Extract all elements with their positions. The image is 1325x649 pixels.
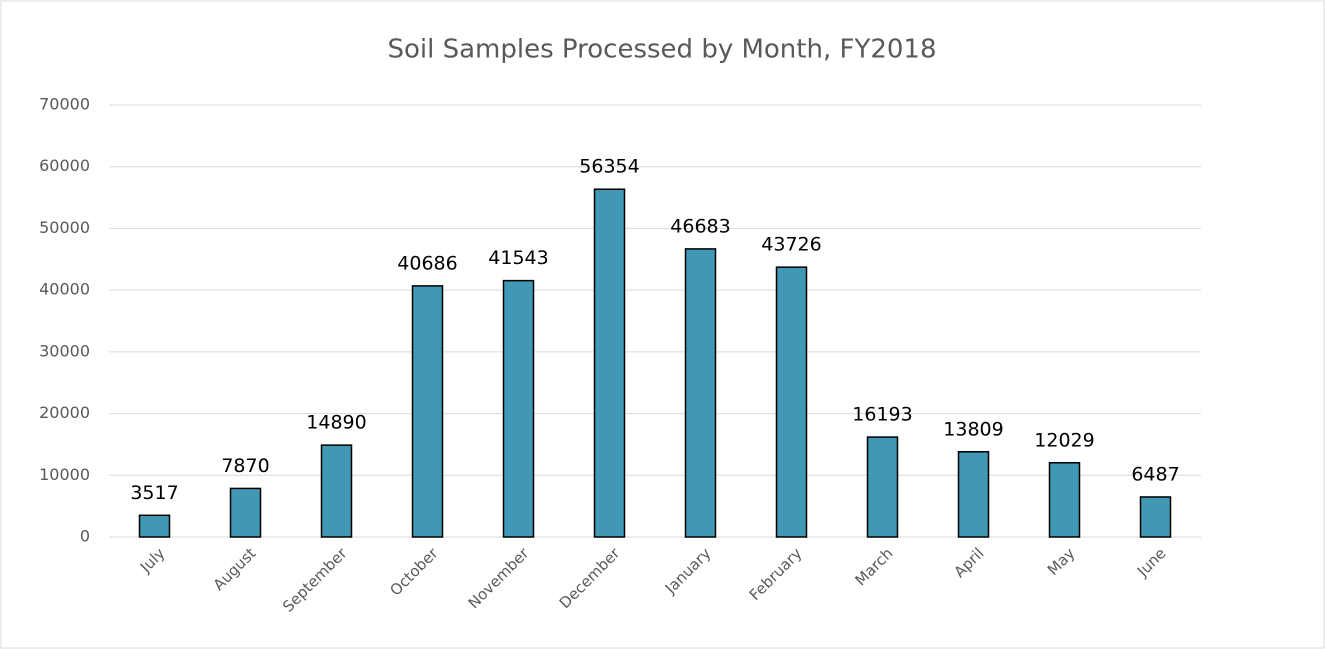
bar: [775, 266, 808, 538]
y-tick-label: 70000: [39, 95, 90, 114]
y-tick-label: 40000: [39, 280, 90, 299]
y-tick-label: 10000: [39, 465, 90, 484]
data-label: 46683: [670, 215, 730, 237]
data-label: 41543: [488, 247, 548, 269]
data-label: 6487: [1131, 463, 1179, 485]
data-label: 3517: [130, 482, 178, 504]
bar: [411, 285, 444, 538]
y-tick-label: 0: [80, 527, 90, 546]
chart-title: Soil Samples Processed by Month, FY2018: [388, 35, 937, 65]
bar: [1048, 462, 1081, 538]
data-label: 14890: [306, 412, 366, 434]
bar: [866, 436, 899, 538]
y-tick-label: 30000: [39, 341, 90, 360]
bar: [138, 514, 171, 538]
data-label: 13809: [943, 418, 1003, 440]
y-tick-label: 60000: [39, 156, 90, 175]
bar: [684, 248, 717, 538]
bar: [957, 451, 990, 538]
data-label: 16193: [852, 404, 912, 426]
bar: [1139, 496, 1172, 538]
data-label: 56354: [579, 156, 639, 178]
bar: [593, 188, 626, 538]
bar: [320, 444, 353, 538]
data-label: 12029: [1034, 429, 1094, 451]
data-label: 40686: [397, 252, 457, 274]
y-tick-label: 50000: [39, 218, 90, 237]
bar: [229, 487, 262, 538]
data-label: 7870: [221, 455, 269, 477]
y-tick-label: 20000: [39, 403, 90, 422]
bar: [502, 279, 535, 538]
data-label: 43726: [761, 234, 821, 256]
